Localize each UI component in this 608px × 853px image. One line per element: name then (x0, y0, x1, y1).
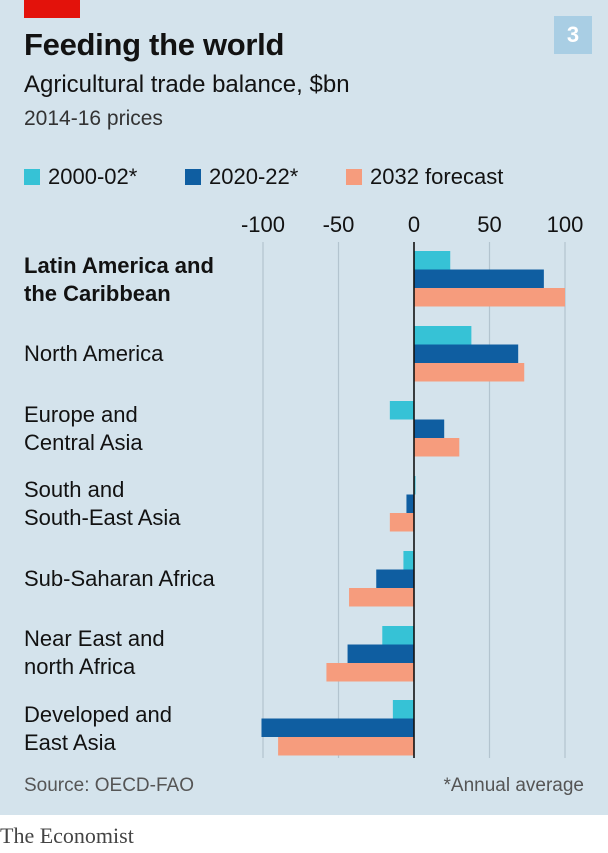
bar (414, 269, 544, 288)
legend-item-2020: 2020-22* (185, 162, 298, 192)
category-label-latin-america: Latin America and the Caribbean (24, 253, 214, 306)
bar (389, 401, 414, 420)
chart-number-badge: 3 (554, 16, 592, 54)
category-label-near-east: Near East and north Africa (24, 626, 165, 679)
chart-panel (0, 0, 608, 815)
category-label-europe-central-asia: Europe and Central Asia (24, 402, 143, 455)
source-note: Source: OECD-FAO (24, 775, 194, 796)
legend-label-2000: 2000-02* (48, 164, 138, 189)
bar (414, 344, 519, 363)
x-tick-label: -50 (323, 212, 355, 237)
category-label-north-america: North America (24, 341, 164, 366)
bar (261, 718, 414, 737)
bar (414, 251, 451, 270)
x-tick-label: 100 (547, 212, 584, 237)
bar (406, 494, 414, 513)
legend-item-2032: 2032 forecast (346, 162, 503, 192)
category-labels: Latin America and the Caribbean North Am… (24, 0, 254, 815)
bar (414, 438, 460, 457)
category-label-south-asia: South and South-East Asia (24, 477, 181, 530)
legend-swatch-2000 (24, 169, 40, 185)
bar-chart: -100 -50 0 50 100 (241, 212, 584, 758)
category-label-developed-east-asia: Developed and East Asia (24, 702, 173, 755)
legend-item-2000: 2000-02* (24, 162, 137, 192)
bar (376, 569, 414, 588)
bar (347, 644, 414, 663)
chart-subtitle: Agricultural trade balance, $bn (24, 71, 350, 98)
legend-label-2032: 2032 forecast (370, 164, 504, 189)
bar (389, 513, 414, 532)
chart-price-note: 2014-16 prices (24, 107, 163, 130)
bar (414, 288, 565, 307)
chart-title: Feeding the world (24, 27, 285, 62)
bar (349, 588, 414, 607)
bar (278, 737, 414, 756)
bar (382, 626, 414, 645)
bar (392, 700, 414, 719)
bar (414, 419, 445, 438)
x-tick-label: -100 (241, 212, 285, 237)
bar (414, 326, 472, 345)
legend-label-2020: 2020-22* (209, 164, 299, 189)
x-tick-label: 0 (408, 212, 420, 237)
bar (326, 663, 414, 682)
bar (414, 363, 525, 382)
footnote: *Annual average (443, 775, 585, 796)
legend-swatch-2032 (346, 169, 362, 185)
legend-swatch-2020 (185, 169, 201, 185)
category-label-sub-saharan-africa: Sub-Saharan Africa (24, 566, 215, 591)
bar (403, 551, 414, 570)
brand-red-tag (24, 0, 80, 18)
publisher-wordmark: The Economist (0, 823, 134, 848)
x-tick-label: 50 (477, 212, 501, 237)
